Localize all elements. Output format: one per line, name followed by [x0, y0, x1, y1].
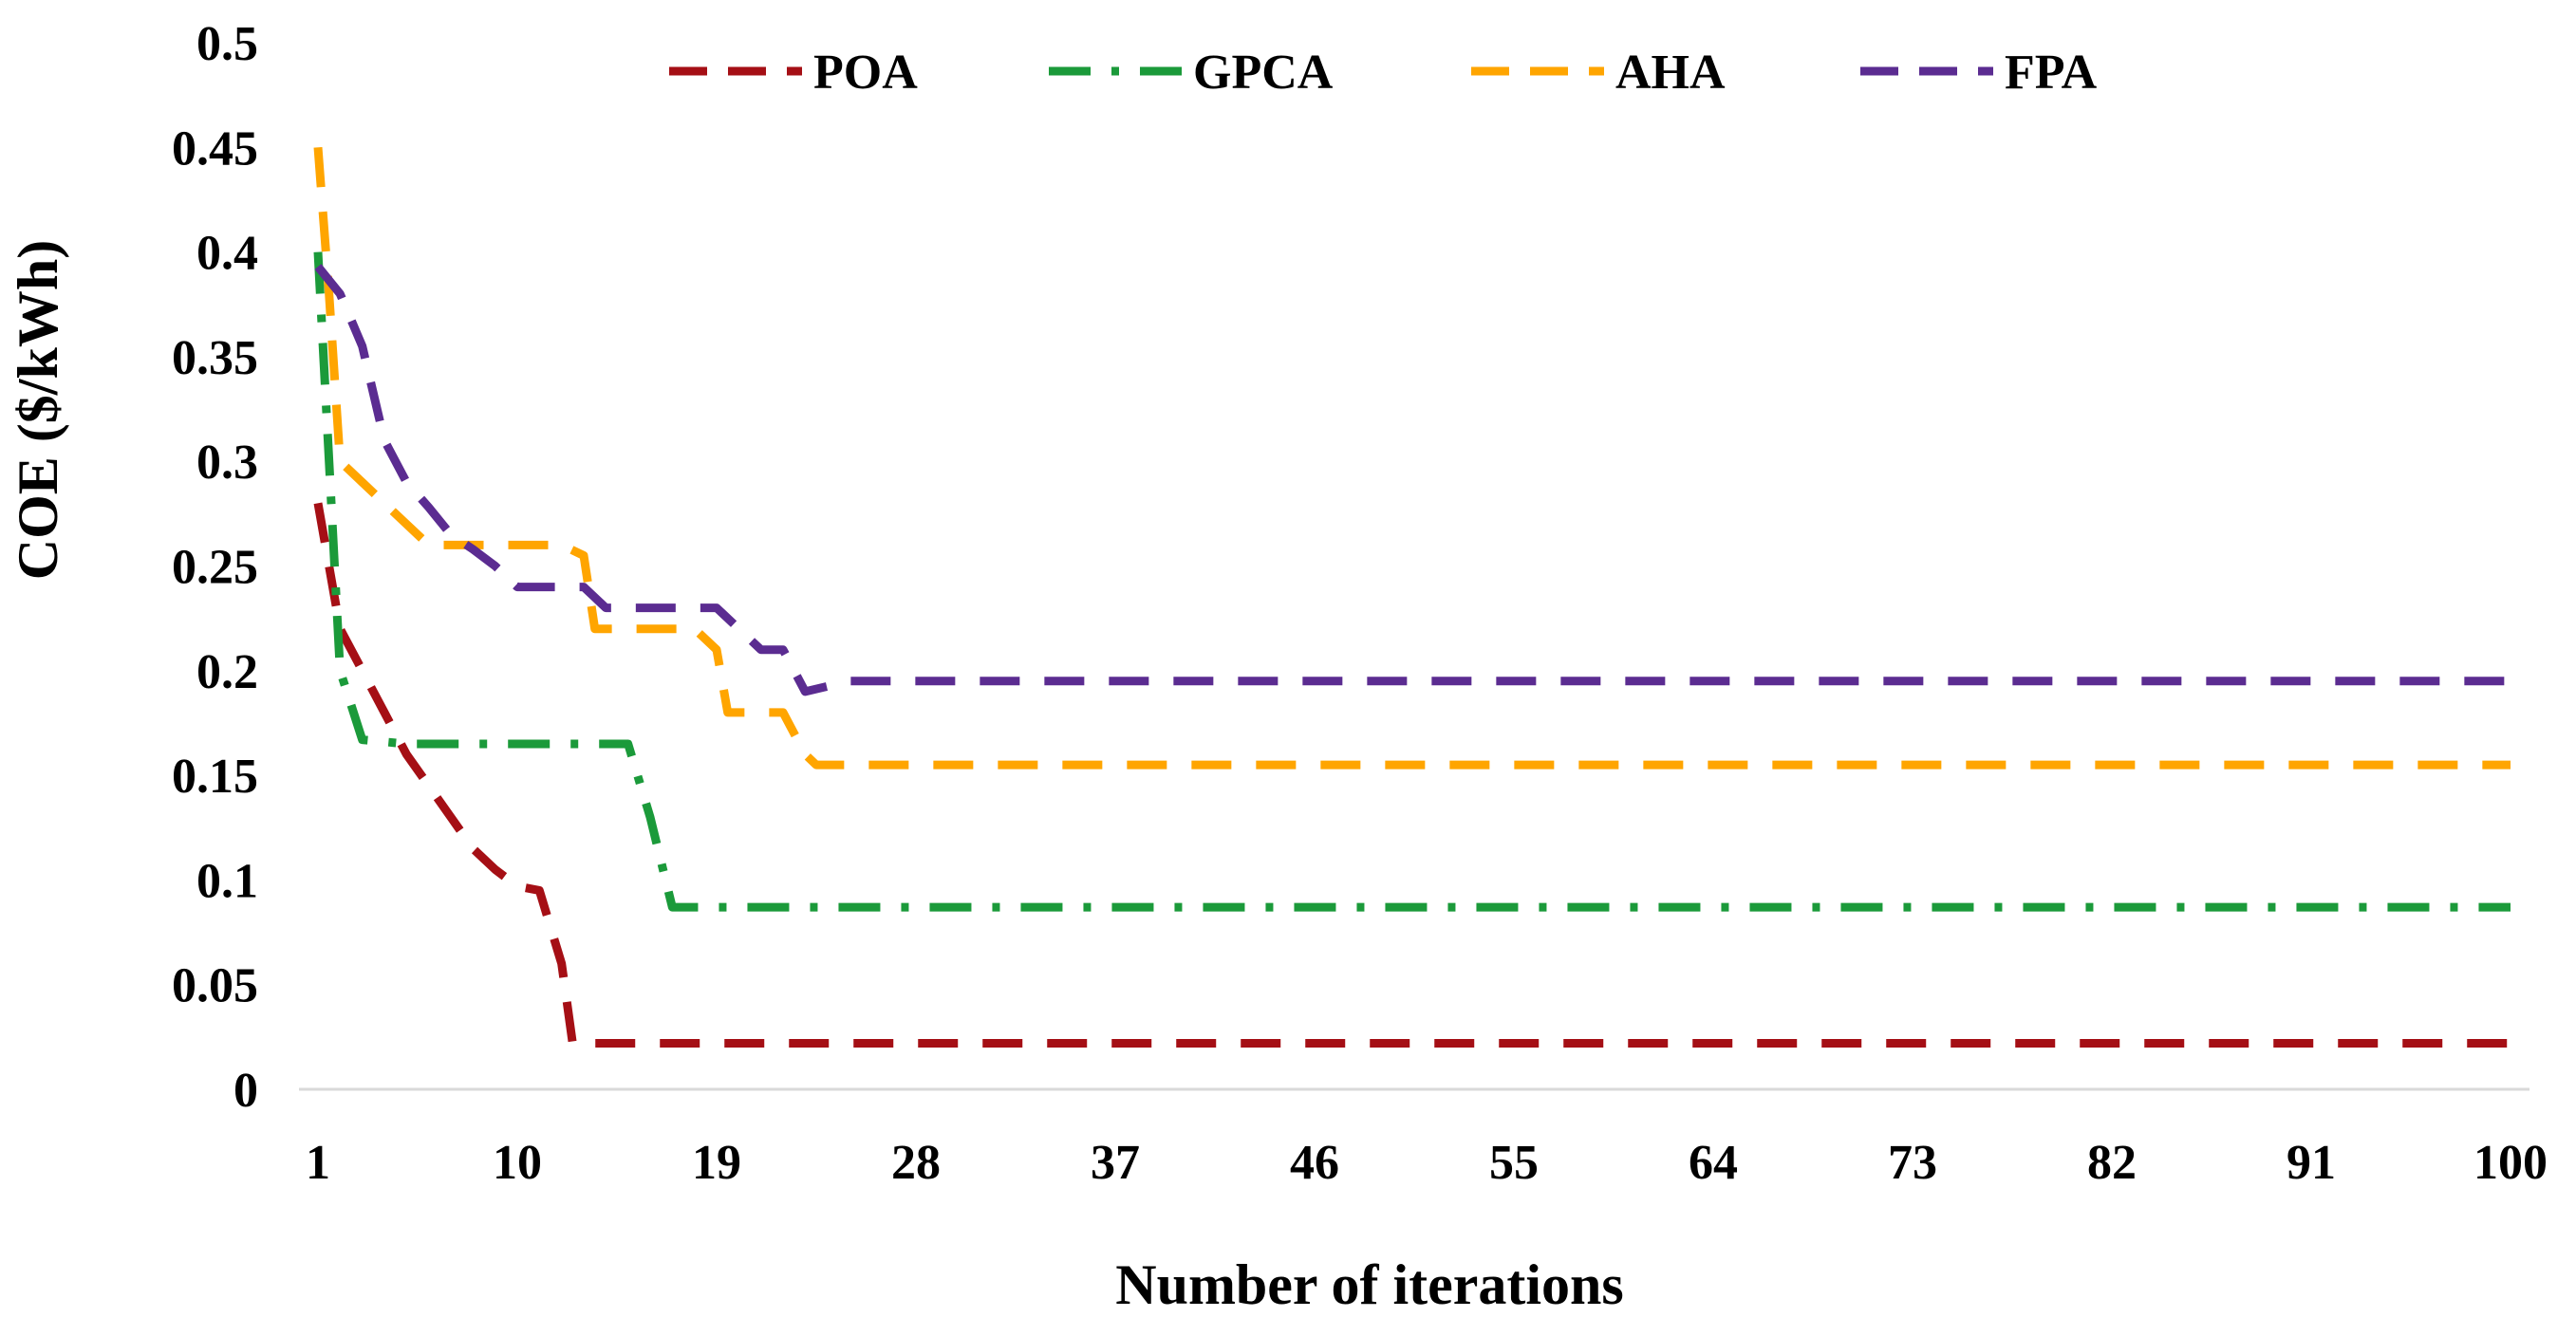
legend-label-aha: AHA	[1615, 46, 1726, 100]
x-axis-ticks: 1 10 19 28 37 46 55 64 73 82 91 100	[306, 1136, 2548, 1190]
x-tick-label: 100	[2473, 1136, 2548, 1190]
x-tick-label: 28	[891, 1136, 941, 1190]
y-tick-label: 0	[233, 1064, 258, 1118]
y-tick-label: 0.4	[196, 227, 258, 281]
legend-label-poa: POA	[813, 46, 918, 100]
y-tick-label: 0.3	[196, 436, 258, 490]
y-tick-label: 0.1	[196, 854, 258, 908]
series-layer	[313, 146, 2511, 1048]
y-axis-ticks: 0 0.05 0.1 0.15 0.2 0.25 0.3 0.35 0.4 0.45 0.5	[172, 17, 258, 1118]
x-tick-label: 55	[1489, 1136, 1539, 1190]
x-tick-label: 46	[1290, 1136, 1339, 1190]
series-line-aha	[313, 146, 2511, 770]
x-tick-label: 73	[1888, 1136, 1937, 1190]
y-tick-label: 0.05	[172, 959, 258, 1013]
y-tick-label: 0.15	[172, 750, 258, 804]
series-line-poa	[313, 502, 2511, 1048]
x-tick-label: 19	[692, 1136, 741, 1190]
y-tick-label: 0.35	[172, 331, 258, 385]
y-tick-label: 0.25	[172, 541, 258, 595]
series-line-gpca	[313, 251, 2511, 912]
y-axis-title: COE ($/kWh)	[7, 240, 69, 580]
y-tick-label: 0.45	[172, 121, 258, 176]
y-tick-label: 0.5	[196, 17, 258, 71]
x-tick-label: 91	[2287, 1136, 2336, 1190]
x-tick-label: 10	[493, 1136, 542, 1190]
x-tick-label: 37	[1091, 1136, 1140, 1190]
legend-label-gpca: GPCA	[1193, 46, 1334, 100]
x-tick-label: 82	[2087, 1136, 2137, 1190]
y-tick-label: 0.2	[196, 645, 258, 699]
x-tick-label: 1	[306, 1136, 330, 1190]
legend-label-fpa: FPA	[2005, 46, 2098, 100]
x-tick-label: 64	[1689, 1136, 1738, 1190]
legend: POA GPCA AHA FPA	[669, 46, 2098, 100]
x-axis-title: Number of iterations	[1115, 1253, 1624, 1316]
